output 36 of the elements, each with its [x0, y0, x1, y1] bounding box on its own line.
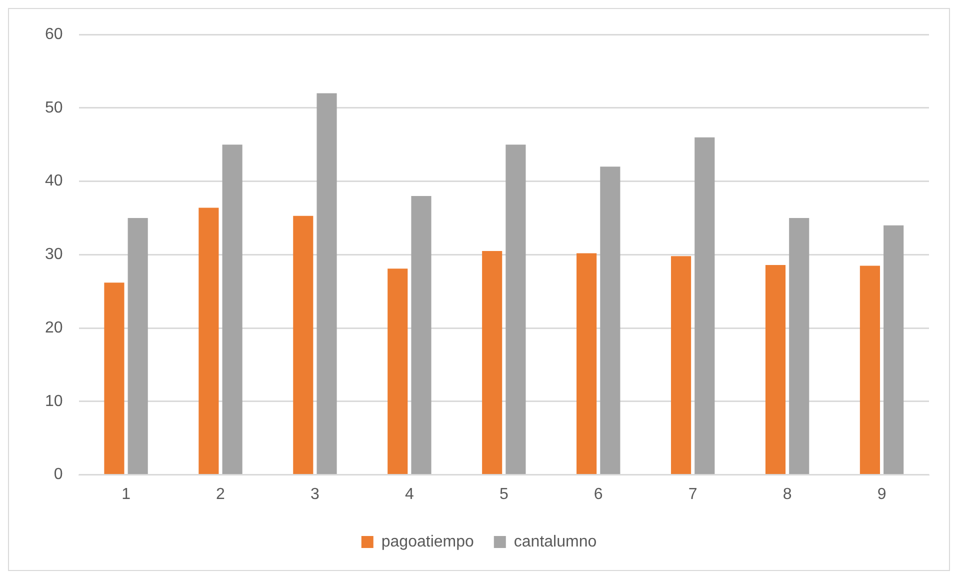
bar [694, 137, 715, 474]
y-tick-label: 10 [45, 392, 63, 410]
bar [104, 282, 124, 474]
x-tick-label: 5 [499, 486, 508, 503]
bar [576, 253, 597, 474]
y-tick-label: 30 [45, 246, 63, 264]
bar [128, 218, 148, 474]
bar [860, 266, 880, 474]
x-tick-label: 8 [782, 486, 792, 503]
bar [482, 251, 502, 474]
bar [316, 93, 337, 474]
legend-label: cantalumno [514, 533, 597, 550]
x-tick-label: 2 [216, 486, 226, 503]
x-tick-label: 3 [310, 486, 320, 503]
x-tick-label: 1 [122, 486, 131, 503]
bar [411, 196, 432, 474]
legend-label: pagoatiempo [381, 533, 474, 550]
bar [765, 264, 786, 474]
x-tick-label: 9 [877, 486, 886, 503]
x-tick-label: 7 [688, 486, 698, 503]
bar [670, 256, 692, 474]
y-tick-label: 40 [45, 172, 63, 190]
bar [198, 208, 219, 474]
y-tick-label: 60 [45, 26, 63, 44]
bar [388, 268, 408, 474]
y-tick-label: 50 [45, 99, 63, 116]
bar [222, 144, 242, 474]
bar [293, 216, 314, 474]
bar [789, 218, 810, 474]
bar [884, 225, 904, 474]
bar [506, 144, 526, 474]
x-tick-label: 4 [404, 486, 414, 503]
y-tick-label: 20 [45, 319, 63, 336]
bar [600, 166, 620, 474]
y-tick-label: 0 [54, 466, 63, 484]
x-tick-label: 6 [594, 486, 603, 503]
